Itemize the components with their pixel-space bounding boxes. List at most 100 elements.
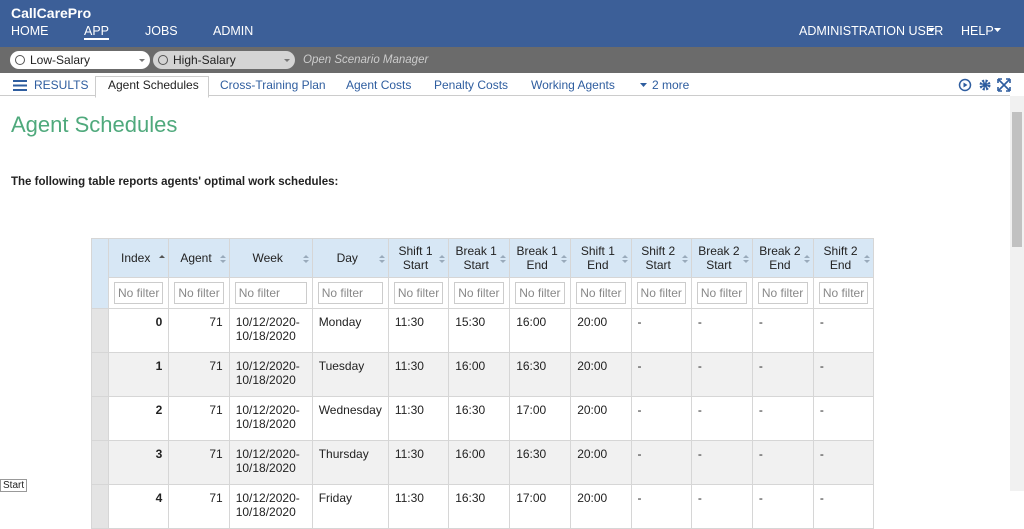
cell: 16:00 (448, 352, 511, 397)
cell: 17:00 (509, 396, 572, 441)
sort-icon (378, 253, 385, 263)
column-label: Agent (180, 251, 212, 265)
toolbar-icons[interactable] (958, 78, 1012, 92)
cell: - (630, 308, 692, 353)
sort-icon (742, 253, 749, 263)
tab-bar: RESULTS Agent Schedules Cross-Training P… (0, 73, 1012, 98)
help-menu[interactable]: HELP (961, 24, 994, 38)
cell: - (690, 484, 753, 529)
filter-input[interactable]: No filter (174, 282, 224, 304)
filter-cell: No filter (751, 277, 814, 309)
filter-input[interactable]: No filter (515, 282, 566, 304)
cell: 1 (107, 352, 170, 397)
tab[interactable]: Penalty Costs (434, 78, 509, 92)
cell: 11:30 (387, 308, 450, 353)
menu-icon[interactable] (13, 80, 27, 91)
cell: 10/12/2020-10/18/2020 (228, 308, 313, 353)
filter-input[interactable]: No filter (696, 282, 747, 304)
cell: Monday (311, 308, 389, 353)
column-header[interactable]: Shift 1 End (570, 238, 632, 278)
sort-both (681, 255, 688, 263)
scrollbar-thumb[interactable] (1012, 112, 1022, 247)
filter-input[interactable]: No filter (576, 282, 626, 304)
tab[interactable]: Agent Schedules (108, 78, 199, 92)
caret (928, 28, 935, 32)
column-header[interactable]: Index (107, 238, 170, 278)
filter-input[interactable]: No filter (636, 282, 686, 304)
sort-icon (302, 253, 309, 263)
sort-both (219, 255, 226, 263)
column-label: Break 1 End (516, 244, 558, 272)
filter-input[interactable]: No filter (454, 282, 505, 304)
filter-cell: No filter (570, 277, 632, 309)
cell: - (812, 484, 875, 529)
nav-item[interactable]: APP (84, 24, 110, 40)
cell: 16:30 (509, 440, 572, 485)
gutter (91, 308, 109, 353)
cell: 10/12/2020-10/18/2020 (228, 484, 313, 529)
cell: 0 (107, 308, 170, 353)
gutter (91, 440, 109, 485)
column-header[interactable]: Break 2 Start (690, 238, 753, 278)
column-header[interactable]: Break 2 End (751, 238, 814, 278)
column-label: Shift 1 End (580, 244, 615, 272)
results-tab[interactable]: RESULTS (34, 78, 89, 92)
scenario-manager[interactable]: Open Scenario Manager (303, 54, 429, 66)
cell: 11:30 (387, 440, 450, 485)
column-header[interactable]: Shift 2 Start (630, 238, 692, 278)
gutter (91, 238, 109, 309)
tab[interactable]: Working Agents (531, 78, 615, 92)
tab[interactable]: Agent Costs (346, 78, 412, 92)
cell: - (690, 352, 753, 397)
sort-icon (439, 253, 446, 263)
nav-item[interactable]: HOME (11, 24, 49, 38)
user-menu[interactable]: ADMINISTRATION USER (799, 24, 944, 38)
cell: - (751, 484, 814, 529)
cell: - (690, 440, 753, 485)
more-tabs[interactable]: 2 more (652, 78, 690, 92)
nav-item[interactable]: ADMIN (213, 24, 254, 38)
scenario-pill[interactable]: High-Salary Scenario (153, 51, 295, 85)
cell: 71 (168, 352, 230, 397)
column-header[interactable]: Week (228, 238, 313, 278)
filter-input[interactable]: No filter (818, 282, 869, 304)
data-row: 1 71 10/12/2020-10/18/2020 Tuesday 11:30 16:0… (91, 352, 875, 397)
cell: 11:30 (387, 352, 450, 397)
column-header[interactable]: Shift 2 End (812, 238, 875, 278)
filter-input[interactable]: No filter (757, 282, 808, 304)
nav-item[interactable]: JOBS (145, 24, 178, 38)
cell: - (630, 484, 692, 529)
filter-input[interactable]: No filter (234, 282, 307, 304)
filter-input[interactable]: No filter (114, 282, 164, 304)
sort-both (302, 255, 309, 263)
sort-icon (219, 253, 226, 263)
cell: 10/12/2020-10/18/2020 (228, 396, 313, 441)
sort-both (378, 255, 385, 263)
sort-both (439, 255, 446, 263)
column-header[interactable]: Agent (168, 238, 230, 278)
filter-input[interactable]: No filter (393, 282, 444, 304)
caret (640, 83, 647, 87)
column-label: Shift 2 Start (641, 244, 676, 272)
column-header[interactable]: Shift 1 Start (387, 238, 450, 278)
column-header[interactable]: Break 1 End (509, 238, 572, 278)
column-header[interactable]: Break 1 Start (448, 238, 511, 278)
cell: - (812, 440, 875, 485)
top-bar: CallCarePro HOME APP JOBS ADMIN ADMINIST… (0, 0, 1024, 47)
cell: 16:30 (448, 484, 511, 529)
sort-icon (681, 253, 688, 263)
filter-cell: No filter (311, 277, 389, 309)
data-row: 4 71 10/12/2020-10/18/2020 Friday 11:30 16:30… (91, 484, 875, 529)
filter-input[interactable]: No filter (317, 282, 383, 304)
sort-both (500, 255, 507, 263)
intro-text: The following table reports agents' opti… (11, 176, 339, 188)
cell: 20:00 (570, 308, 632, 353)
tab[interactable]: Cross-Training Plan (220, 78, 326, 92)
cell: 16:00 (448, 440, 511, 485)
scenario-pill[interactable]: Low-Salary Scenario (10, 51, 150, 85)
column-header[interactable]: Day (311, 238, 389, 278)
header-row: Index Agent Week Day Shift 1 Start Break 1 St… (91, 238, 875, 309)
brand[interactable]: CallCarePro (11, 5, 92, 21)
cell: 71 (168, 440, 230, 485)
